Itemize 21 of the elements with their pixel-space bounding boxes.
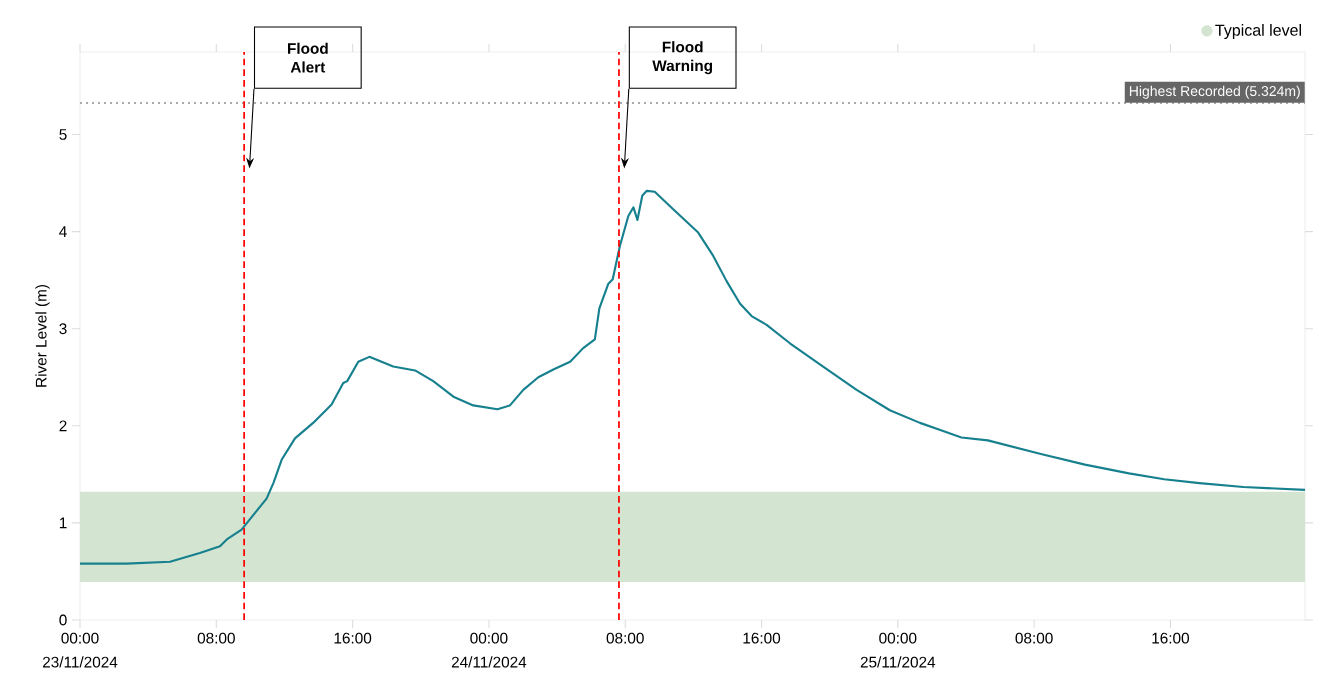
y-tick-label: 1 [59, 517, 67, 529]
line-series [78, 189, 1307, 565]
x-tick-label: 16:00 [743, 632, 781, 644]
y-tick-label: 0 [59, 614, 67, 626]
y-axis-title: River Level (m) [35, 284, 50, 387]
x-tick-label: 08:00 [606, 632, 644, 644]
y-tick-label: 3 [59, 323, 67, 335]
y-tick-label: 2 [59, 420, 67, 432]
legend-label: Typical level [1215, 24, 1301, 40]
x-tick-label: 00:00 24/11/2024 [451, 632, 527, 668]
x-tick-label: 00:00 25/11/2024 [860, 632, 936, 668]
y-tick-label: 5 [59, 129, 67, 140]
ref-line-label: Flood Alert [288, 42, 328, 73]
ref-line-label: Flood Warning [652, 41, 713, 75]
x-tick-label: 08:00 [1015, 632, 1053, 644]
x-tick-label: 16:00 [334, 632, 372, 644]
x-tick-label: 00:00 23/11/2024 [42, 632, 118, 668]
x-tick-label: 08:00 [197, 632, 235, 644]
y-tick-label: 4 [59, 226, 67, 237]
x-tick-label: 16:00 [1152, 632, 1189, 644]
ref-line-label: Highest Recorded (5.324m) [1129, 85, 1300, 99]
